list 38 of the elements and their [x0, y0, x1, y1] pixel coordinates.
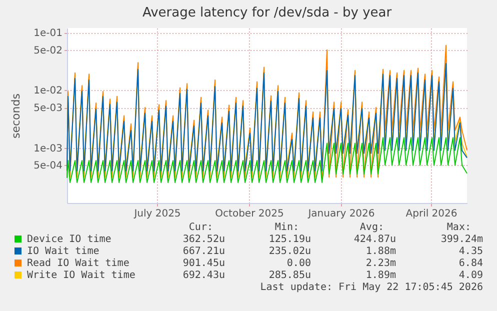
y-tick-label: 1e-02: [34, 86, 62, 97]
text: 424.87u: [354, 234, 396, 246]
text: Max:: [446, 222, 471, 234]
x-tick-label: October 2025: [215, 208, 284, 220]
text: 4.35: [458, 246, 483, 258]
legend-label: Device IO time: [27, 234, 112, 245]
y-tick-label: 5e-03: [34, 103, 62, 114]
text: 901.45u: [182, 258, 225, 270]
text: 285.85u: [268, 270, 311, 282]
text: 4.09: [458, 270, 483, 282]
text: Avg:: [360, 222, 384, 234]
y-tick-label: 5e-04: [34, 160, 62, 172]
line-series: [66, 137, 468, 183]
text: 692.43u: [182, 270, 225, 282]
text: Cur:: [188, 222, 213, 234]
y-axis-title: seconds: [10, 93, 23, 138]
x-tick-label: April 2026: [406, 208, 458, 220]
text: 1.89m: [366, 270, 396, 282]
y-tick-label: 1e-03: [34, 143, 62, 154]
chart-title: Average latency for /dev/sda - by year: [142, 6, 392, 21]
text: 235.02u: [268, 246, 311, 258]
legend-label: Write IO Wait time: [27, 270, 136, 281]
text: 6.84: [458, 258, 483, 270]
x-tick-label: January 2026: [307, 208, 375, 220]
y-tick-label: 5e-02: [34, 45, 62, 56]
x-tick-label: July 2025: [133, 208, 181, 220]
text: 399.24m: [440, 234, 483, 246]
text: 1.88m: [366, 246, 396, 258]
y-tick-label: 1e-01: [34, 28, 62, 40]
text: 125.19u: [268, 234, 311, 246]
legend-label: IO Wait time: [27, 246, 100, 257]
text: 667.21u: [182, 246, 225, 258]
text: Last update: Fri May 22 17:05:45 2026: [260, 282, 483, 294]
text: 362.52u: [182, 234, 225, 246]
text: 0.00: [286, 258, 311, 270]
text: Min:: [274, 222, 299, 234]
legend-label: Read IO Wait time: [27, 258, 130, 269]
text: 2.23m: [366, 258, 396, 270]
